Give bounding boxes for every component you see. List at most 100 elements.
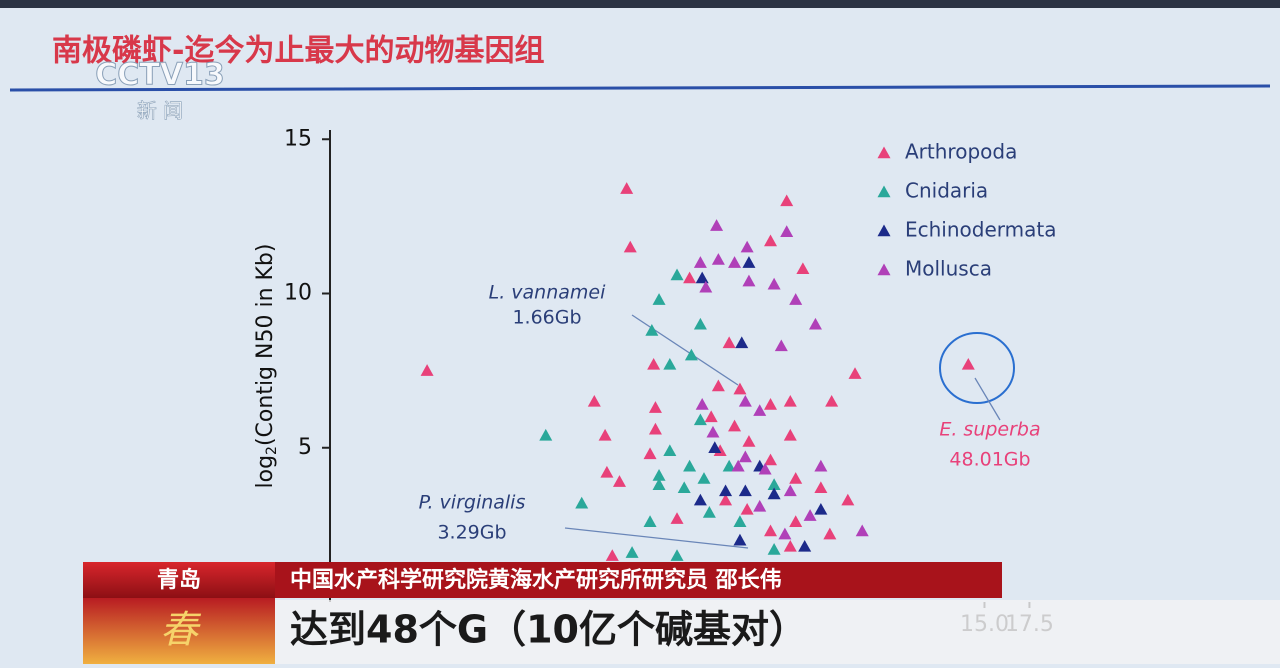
point — [767, 543, 781, 555]
point — [796, 262, 810, 275]
point — [677, 481, 691, 494]
point — [704, 410, 718, 423]
point — [764, 524, 778, 537]
point — [961, 357, 975, 370]
point — [575, 496, 589, 509]
point — [783, 484, 797, 497]
location: 青岛 — [157, 567, 201, 593]
point — [742, 274, 756, 287]
point — [814, 459, 828, 472]
point — [663, 444, 677, 457]
legend-marker — [877, 185, 891, 198]
point — [598, 428, 612, 441]
point — [420, 364, 434, 376]
point — [670, 268, 684, 281]
annotation-name: L. vannamei — [489, 282, 606, 304]
point — [735, 336, 749, 349]
speaker: 中国水产科学研究院黄海水产研究所研究员 邵长伟 — [290, 567, 782, 593]
point — [767, 478, 781, 490]
legend-label: Cnidaria — [905, 179, 988, 203]
point — [625, 546, 639, 558]
point — [643, 515, 657, 527]
point — [733, 533, 747, 546]
point — [652, 469, 666, 481]
point — [740, 502, 754, 515]
point — [587, 394, 601, 407]
point — [814, 502, 828, 515]
title-rule — [9, 84, 1271, 92]
point — [706, 425, 720, 438]
point — [643, 447, 657, 460]
location-box — [83, 562, 275, 598]
point — [719, 493, 733, 506]
point — [647, 357, 661, 370]
y-label-rest: (Contig N50 in Kb) — [253, 244, 278, 447]
point — [764, 234, 778, 247]
y-axis-label: log2(Contig N50 in Kb) — [253, 244, 280, 489]
point — [645, 324, 659, 336]
y-label-base: log — [253, 455, 278, 489]
subtitle-band — [275, 600, 1280, 664]
point — [742, 435, 756, 447]
legend-label: Echinodermata — [905, 218, 1056, 242]
annotation-size: 3.29Gb — [437, 522, 506, 544]
point — [728, 419, 742, 432]
point — [670, 512, 684, 524]
point — [697, 472, 711, 484]
point — [663, 357, 677, 370]
point — [693, 317, 707, 330]
point — [783, 394, 797, 407]
point — [620, 182, 634, 194]
point — [825, 394, 839, 407]
legend-marker — [877, 263, 891, 276]
point — [789, 515, 803, 527]
point — [695, 398, 709, 410]
y-tick-label: 15 — [284, 126, 312, 151]
point — [605, 549, 619, 561]
point — [652, 293, 666, 305]
point — [753, 499, 767, 512]
point — [848, 367, 862, 379]
legend-marker — [877, 146, 891, 159]
logo-channel: 新 闻 — [137, 99, 183, 123]
point — [695, 271, 709, 284]
point — [711, 253, 725, 265]
caption: 青岛 春 中国水产科学研究院黄海水产研究所研究员 邵长伟 达到48个G（10亿个… — [83, 562, 1280, 664]
point — [710, 219, 724, 231]
point — [774, 339, 788, 352]
point — [648, 422, 662, 435]
point — [789, 293, 803, 305]
point — [612, 475, 626, 487]
point — [693, 256, 707, 268]
festive-box — [83, 598, 275, 664]
point — [767, 277, 781, 290]
subtitle: 达到48个G（10亿个碱基对） — [290, 608, 807, 652]
y-label-sub: 2 — [264, 446, 280, 455]
point — [670, 549, 684, 561]
arrow — [974, 377, 1001, 421]
point — [733, 382, 747, 395]
top-border — [0, 0, 1280, 8]
point — [711, 379, 725, 392]
point — [823, 527, 837, 540]
point — [600, 465, 614, 478]
point — [841, 493, 855, 506]
point — [778, 527, 792, 540]
point — [708, 441, 722, 453]
point — [767, 487, 781, 500]
point — [780, 194, 794, 207]
point — [798, 539, 812, 552]
point — [683, 459, 697, 472]
point — [738, 450, 752, 463]
point — [814, 481, 828, 494]
point — [738, 394, 752, 407]
point — [758, 462, 772, 475]
annotation-name: P. virginalis — [419, 492, 526, 514]
point — [702, 506, 716, 518]
point — [808, 317, 822, 330]
highlight-circle — [939, 332, 1015, 404]
plot: log2(Contig N50 in Kb) L. vannamei 1.66G… — [253, 126, 1056, 637]
